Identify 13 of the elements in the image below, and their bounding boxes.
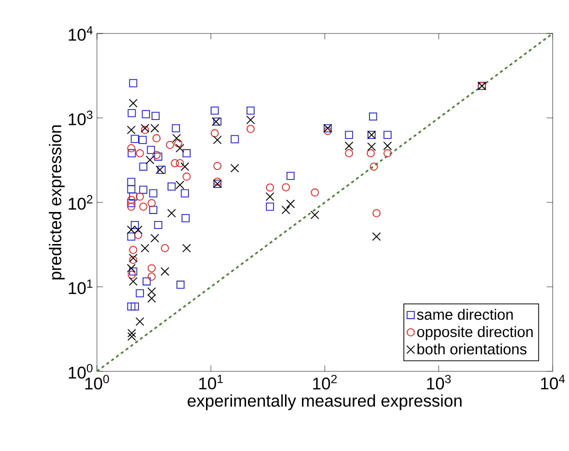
x-tick-label: 10$^{3}$: [427, 374, 451, 390]
y-tick-label: 10$^{3}$: [68, 110, 92, 126]
x-tick-label: 10$^{4}$: [541, 374, 565, 390]
x-axis-title: experimentally measured expression: [188, 394, 462, 410]
y-tick-label: 10$^{4}$: [68, 26, 93, 41]
legend-label: opposite direction: [417, 326, 533, 340]
legend-label: both orientations: [418, 344, 526, 355]
y-tick-label: 10$^{2}$: [68, 195, 92, 210]
y-tick-label: 10$^{1}$: [68, 280, 92, 294]
y-axis-title: predicted expression: [48, 126, 65, 280]
x-tick-label: 10$^{2}$: [313, 374, 337, 390]
x-tick-label: 10$^{1}$: [199, 374, 223, 390]
legend-label: same direction: [417, 308, 513, 320]
